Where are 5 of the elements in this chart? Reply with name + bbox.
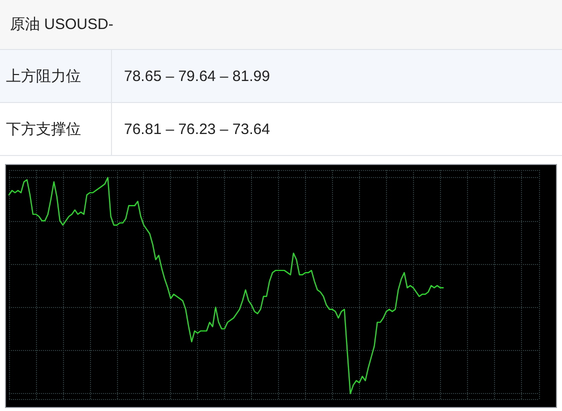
text: 76.81 – 76.23 – 73.64 <box>124 120 270 138</box>
text: 下方支撑位 <box>6 120 81 138</box>
text: 上方阻力位 <box>6 66 81 86</box>
chart-title: 原油 USOUSD- <box>10 15 114 34</box>
text: 78.65 – 79.64 – 81.99 <box>124 68 270 84</box>
